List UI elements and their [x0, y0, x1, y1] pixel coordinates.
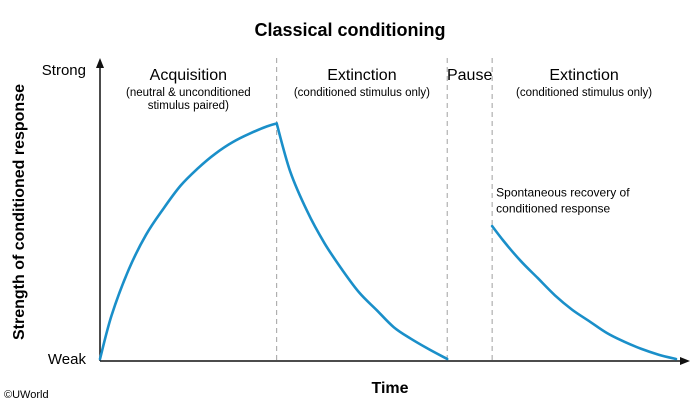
y-tick-labels: Strong Weak	[42, 62, 87, 368]
phase-labels: Acquisition (neutral & unconditionedstimu…	[126, 67, 652, 112]
phase-subtitle: (conditioned stimulus only)	[294, 87, 430, 99]
x-axis-arrow	[680, 357, 690, 365]
chart-title: Classical conditioning	[254, 20, 445, 40]
annotations: Spontaneous recovery of conditioned respo…	[496, 185, 630, 215]
acquisition-curve	[98, 122, 278, 361]
phase-subtitle: (neutral & unconditioned	[126, 87, 251, 99]
y-tick-label-strong: Strong	[42, 62, 86, 79]
extinction-curve-2	[490, 224, 678, 361]
phase-subtitle: stimulus paired)	[148, 100, 229, 112]
phase-title: Pause	[447, 67, 492, 84]
y-axis-title: Strength of conditioned response	[11, 84, 28, 340]
annotation-spontaneous-recovery: Spontaneous recovery of	[496, 185, 630, 199]
phase-title: Extinction	[549, 67, 618, 84]
phase-subtitle: (conditioned stimulus only)	[516, 87, 652, 99]
x-axis-title: Time	[371, 380, 408, 397]
y-tick-label-weak: Weak	[48, 351, 87, 368]
phase-dividers	[276, 58, 493, 361]
annotation-spontaneous-recovery: conditioned response	[496, 201, 610, 215]
credit-text: ©UWorld	[4, 389, 49, 401]
phase-title: Acquisition	[150, 67, 227, 84]
extinction-curve-1	[275, 122, 449, 361]
phase-title: Extinction	[327, 67, 396, 84]
y-axis-arrow	[96, 58, 104, 68]
response-curves	[98, 122, 678, 361]
